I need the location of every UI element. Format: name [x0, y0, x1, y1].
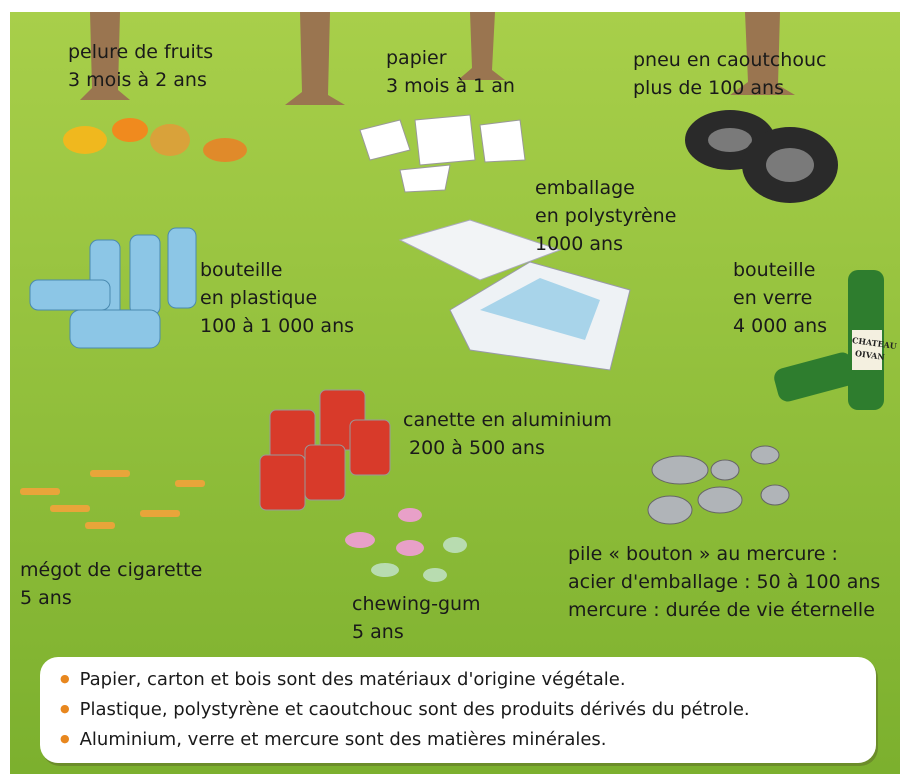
line: 100 à 1 000 ans — [200, 312, 354, 340]
line: chewing-gum — [352, 590, 481, 618]
note: Plastique, polystyrène et caoutchouc son… — [60, 699, 750, 720]
line: bouteille — [200, 256, 354, 284]
line: plus de 100 ans — [633, 74, 826, 102]
line: emballage — [535, 174, 676, 202]
line: pile « bouton » au mercure : — [568, 540, 880, 568]
line: pelure de fruits — [68, 38, 213, 66]
line: mercure : durée de vie éternelle — [568, 596, 880, 624]
line: 200 à 500 ans — [403, 434, 612, 462]
label: pile « bouton » au mercure :acier d'emba… — [568, 540, 880, 624]
note: Papier, carton et bois sont des matériau… — [60, 669, 626, 690]
notes-box: Papier, carton et bois sont des matériau… — [40, 657, 876, 763]
line: 1000 ans — [535, 230, 676, 258]
line: bouteille — [733, 256, 827, 284]
line: en verre — [733, 284, 827, 312]
line: 3 mois à 1 an — [386, 72, 515, 100]
line: 5 ans — [20, 584, 202, 612]
line: acier d'emballage : 50 à 100 ans — [568, 568, 880, 596]
note: Aluminium, verre et mercure sont des mat… — [60, 729, 607, 750]
line: en plastique — [200, 284, 354, 312]
line: 4 000 ans — [733, 312, 827, 340]
line: canette en aluminium — [403, 406, 612, 434]
line: mégot de cigarette — [20, 556, 202, 584]
illustration: pelure de fruits3 mois à 2 ans papier3 m… — [0, 0, 906, 774]
line: en polystyrène — [535, 202, 676, 230]
line: 5 ans — [352, 618, 481, 646]
line: 3 mois à 2 ans — [68, 66, 213, 94]
line: pneu en caoutchouc — [633, 46, 826, 74]
line: papier — [386, 44, 515, 72]
